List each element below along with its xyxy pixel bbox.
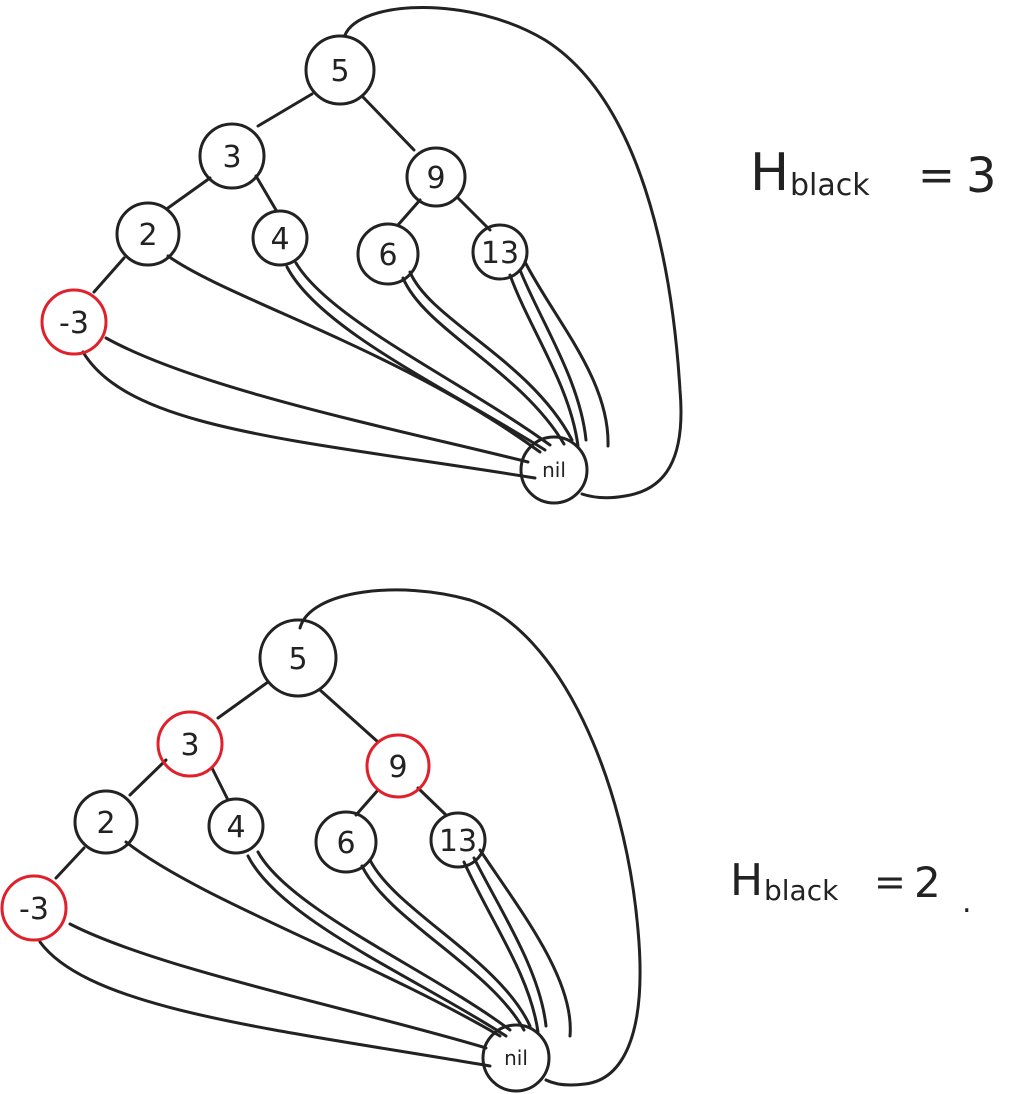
label-minus-3: -3	[59, 306, 89, 341]
edge-4-nil-b	[246, 854, 508, 1038]
edge-m3-nil-b	[68, 922, 488, 1050]
edge-3-2	[128, 758, 168, 797]
node-13	[471, 223, 529, 281]
label-13: 13	[439, 824, 477, 859]
edge-5-nil	[298, 588, 642, 1087]
h-subscript: black	[790, 168, 870, 203]
edge-13-nil-a	[518, 268, 588, 442]
edge-9-13	[456, 196, 492, 232]
node-5	[304, 34, 376, 106]
node-3	[198, 122, 266, 190]
edge-3-2	[166, 176, 212, 210]
node-minus-3	[40, 288, 108, 356]
edge-2-nil	[124, 840, 502, 1038]
label-minus-3: -3	[19, 892, 49, 927]
edge-9-6	[354, 788, 380, 817]
edge-6-nil-b	[360, 864, 526, 1032]
h-value: 2	[914, 858, 941, 907]
label-5: 5	[330, 54, 349, 89]
edge-4-nil-a	[256, 850, 512, 1032]
label-nil: nil	[504, 1046, 528, 1070]
edge-4-nil-b	[285, 265, 547, 452]
node-4	[251, 209, 309, 267]
label-4: 4	[270, 222, 289, 257]
edge-9-13	[416, 786, 448, 817]
edge-m3-nil-a	[38, 940, 492, 1068]
label-9: 9	[388, 750, 407, 785]
label-4: 4	[226, 810, 245, 845]
edge-4-nil-a	[294, 261, 552, 447]
edge-5-9	[318, 688, 380, 744]
edge-m3-nil-a	[81, 350, 537, 480]
edge-6-nil-a	[408, 270, 574, 442]
h-value: 3	[966, 148, 997, 204]
label-2: 2	[96, 806, 115, 841]
h-equals: =	[918, 150, 955, 201]
edge-5-3	[216, 680, 270, 720]
tree-top	[40, 6, 683, 505]
edge-5-3	[256, 92, 314, 128]
node-3	[156, 710, 224, 778]
label-nil: nil	[542, 458, 566, 482]
edge-2-m3	[54, 846, 86, 880]
edge-13-nil-c	[478, 848, 572, 1038]
node-minus-3	[0, 874, 68, 942]
label-6: 6	[336, 826, 355, 861]
black-height-label-bottom: H black = 2 .	[730, 855, 972, 920]
edge-13-nil-c	[523, 260, 610, 448]
h-subscript: black	[764, 874, 839, 907]
node-6	[314, 810, 378, 874]
h-symbol: H	[750, 143, 789, 203]
node-5	[258, 618, 338, 698]
black-height-label-top: H black = 3	[750, 143, 997, 204]
edge-13-nil-b	[508, 273, 580, 448]
edge-6-nil-a	[368, 858, 532, 1028]
node-13	[429, 811, 487, 869]
h-symbol: H	[730, 855, 763, 906]
node-2	[115, 201, 181, 267]
label-5: 5	[288, 642, 307, 677]
edge-5-9	[360, 94, 416, 152]
edge-2-m3	[92, 256, 126, 294]
node-4	[207, 797, 265, 855]
node-nil	[519, 435, 589, 505]
edge-9-6	[396, 198, 422, 227]
node-nil	[481, 1023, 551, 1093]
edge-13-nil-a	[472, 856, 548, 1028]
h-trailing-dot: .	[962, 885, 972, 920]
edge-3-4	[210, 766, 230, 802]
h-equals: =	[874, 860, 906, 904]
tree-bottom	[0, 588, 642, 1093]
label-6: 6	[378, 238, 397, 273]
label-3: 3	[180, 728, 199, 763]
node-6	[356, 222, 420, 286]
edge-5-nil	[343, 6, 683, 500]
node-9	[405, 146, 467, 208]
label-13: 13	[481, 236, 519, 271]
node-2	[73, 789, 139, 855]
label-2: 2	[138, 218, 157, 253]
edge-13-nil-b	[462, 860, 540, 1034]
tree-top-labels: 5 3 9 2 4 6 13 -3 nil	[59, 54, 566, 482]
label-3: 3	[222, 140, 241, 175]
edge-6-nil-b	[401, 276, 566, 446]
tree-bottom-labels: 5 3 9 2 4 6 13 -3 nil	[19, 642, 528, 1070]
edge-3-4	[254, 174, 278, 212]
edge-2-nil	[166, 254, 542, 454]
node-9	[365, 733, 431, 799]
label-9: 9	[426, 161, 445, 196]
edge-m3-nil-b	[104, 336, 530, 464]
